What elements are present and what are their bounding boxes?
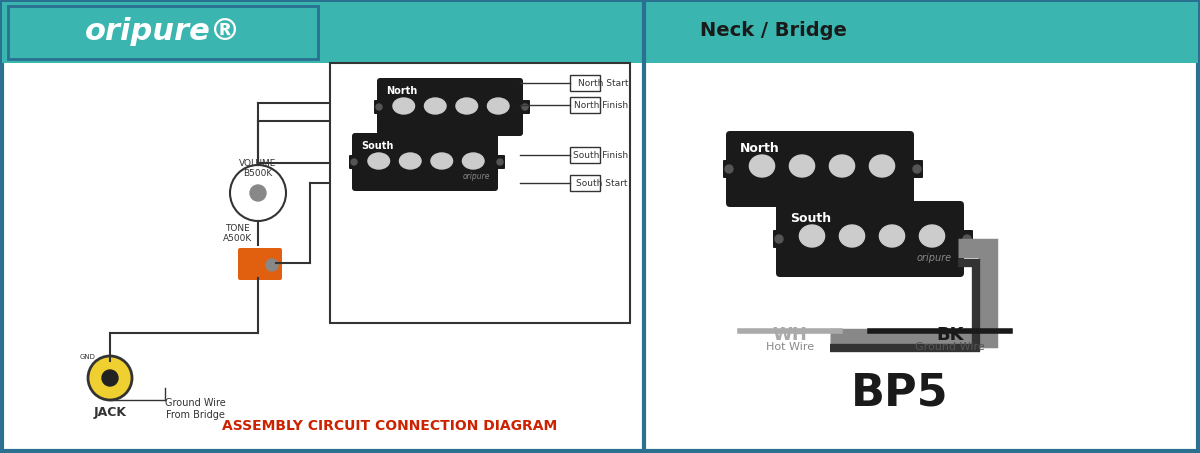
Circle shape xyxy=(250,185,266,201)
Ellipse shape xyxy=(749,155,775,177)
Ellipse shape xyxy=(425,98,446,114)
Text: South: South xyxy=(361,141,394,151)
FancyBboxPatch shape xyxy=(776,201,964,277)
Text: BK: BK xyxy=(936,326,964,344)
Circle shape xyxy=(352,159,358,165)
Ellipse shape xyxy=(840,225,864,247)
Circle shape xyxy=(376,104,382,110)
FancyBboxPatch shape xyxy=(238,248,282,280)
Circle shape xyxy=(266,259,278,271)
Text: Neck / Bridge: Neck / Bridge xyxy=(700,21,847,40)
Circle shape xyxy=(497,159,503,165)
Bar xyxy=(570,175,600,191)
Ellipse shape xyxy=(880,225,905,247)
Text: North Finish: North Finish xyxy=(574,101,628,110)
Text: JACK: JACK xyxy=(94,406,126,419)
Text: South: South xyxy=(790,212,832,226)
Ellipse shape xyxy=(368,153,390,169)
FancyBboxPatch shape xyxy=(961,230,973,248)
Ellipse shape xyxy=(431,153,452,169)
Text: TONE
A500K: TONE A500K xyxy=(223,224,252,243)
Text: ASSEMBLY CIRCUIT CONNECTION DIAGRAM: ASSEMBLY CIRCUIT CONNECTION DIAGRAM xyxy=(222,419,558,433)
Bar xyxy=(570,97,600,113)
Circle shape xyxy=(913,165,922,173)
FancyBboxPatch shape xyxy=(349,155,359,169)
FancyBboxPatch shape xyxy=(722,160,734,178)
Ellipse shape xyxy=(869,155,895,177)
FancyBboxPatch shape xyxy=(374,100,384,114)
Ellipse shape xyxy=(462,153,484,169)
Circle shape xyxy=(522,104,528,110)
Text: South Finish: South Finish xyxy=(572,150,628,159)
FancyBboxPatch shape xyxy=(8,6,318,59)
Text: GND: GND xyxy=(80,354,96,360)
Ellipse shape xyxy=(790,155,815,177)
Text: oripure: oripure xyxy=(917,253,952,263)
Text: Hot Wire: Hot Wire xyxy=(766,342,814,352)
Text: North: North xyxy=(740,143,780,155)
Text: North Start: North Start xyxy=(577,78,628,87)
Text: South Start: South Start xyxy=(576,178,628,188)
FancyBboxPatch shape xyxy=(773,230,785,248)
Bar xyxy=(570,147,600,163)
Bar xyxy=(570,75,600,91)
Text: North: North xyxy=(386,86,418,96)
Circle shape xyxy=(964,235,971,243)
Text: Ground Wire: Ground Wire xyxy=(916,342,985,352)
FancyBboxPatch shape xyxy=(520,100,530,114)
Circle shape xyxy=(775,235,784,243)
Ellipse shape xyxy=(487,98,509,114)
Bar xyxy=(330,63,630,323)
Text: VOLUME
B500K: VOLUME B500K xyxy=(239,159,277,178)
Ellipse shape xyxy=(799,225,824,247)
Circle shape xyxy=(88,356,132,400)
FancyBboxPatch shape xyxy=(352,133,498,191)
FancyBboxPatch shape xyxy=(726,131,914,207)
Ellipse shape xyxy=(829,155,854,177)
Text: Ground Wire
From Bridge: Ground Wire From Bridge xyxy=(166,398,226,419)
Text: WH: WH xyxy=(773,326,808,344)
FancyBboxPatch shape xyxy=(377,78,523,136)
Text: oripure®: oripure® xyxy=(85,16,241,45)
Bar xyxy=(2,2,642,63)
Bar xyxy=(644,2,1198,63)
Ellipse shape xyxy=(400,153,421,169)
Ellipse shape xyxy=(456,98,478,114)
Circle shape xyxy=(102,370,118,386)
Text: oripure: oripure xyxy=(462,172,490,181)
Circle shape xyxy=(725,165,733,173)
FancyBboxPatch shape xyxy=(496,155,505,169)
Ellipse shape xyxy=(919,225,944,247)
FancyBboxPatch shape xyxy=(911,160,923,178)
Ellipse shape xyxy=(392,98,414,114)
Circle shape xyxy=(230,165,286,221)
Text: BP5: BP5 xyxy=(851,371,949,414)
